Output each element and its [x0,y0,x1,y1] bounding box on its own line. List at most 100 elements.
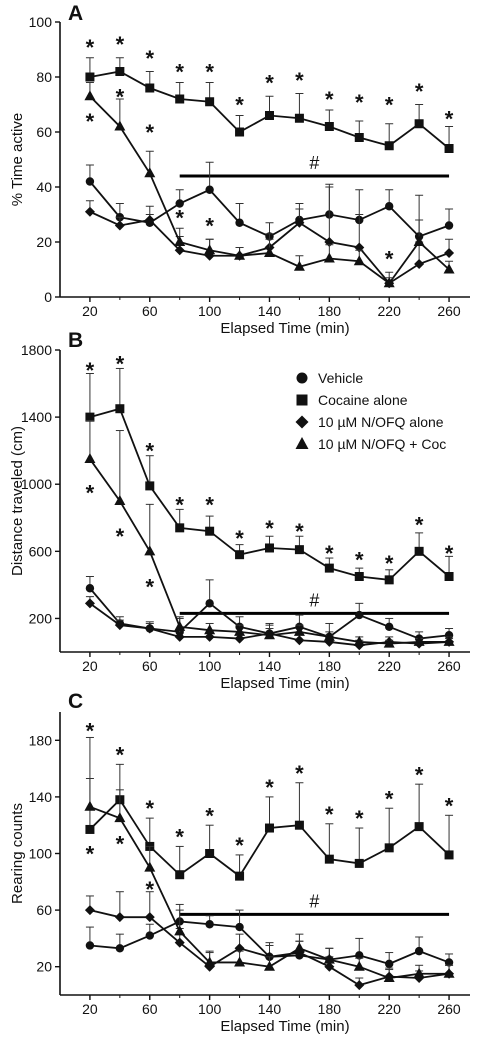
y-tick-label: 1000 [21,476,52,492]
significance-asterisk: * [86,481,95,506]
data-point-diamond [294,635,305,646]
data-point-diamond [144,215,155,225]
y-tick-label: 1400 [21,409,52,425]
data-point-square [414,546,424,556]
x-tick-label: 180 [318,658,342,674]
data-point-triangle [383,277,395,288]
x-tick-label: 20 [82,1001,98,1017]
significance-asterisk: * [325,541,334,566]
y-axis-label: Rearing counts [9,803,26,904]
data-point-diamond [444,248,455,258]
data-point-square [205,97,215,107]
x-tick-label: 140 [258,303,282,319]
y-axis-label: % Time active [9,113,26,206]
significance-asterisk: * [445,106,454,131]
data-point-circle [444,221,454,230]
significance-asterisk: * [205,60,214,85]
significance-asterisk: * [355,548,364,573]
data-point-triangle [204,624,216,635]
x-tick-label: 220 [378,658,402,674]
data-point-triangle [263,960,275,971]
x-tick-label: 140 [258,1001,282,1017]
data-point-diamond [324,961,335,972]
data-point-square [324,563,334,573]
data-point-square [145,83,155,93]
data-point-square [205,849,215,858]
data-point-diamond [174,631,185,642]
data-point-square [414,822,424,832]
data-point-square [324,122,334,131]
panel-label: A [68,2,83,25]
data-point-triangle [144,167,156,178]
significance-asterisk: * [415,762,424,787]
data-point-triangle [84,90,96,101]
significance-asterisk: * [86,35,95,60]
data-point-square [264,823,274,833]
data-point-triangle [204,956,216,967]
legend-marker-diamond [295,415,309,429]
y-tick-label: 0 [44,289,52,305]
data-point-square [85,824,95,834]
data-point-square [115,404,125,414]
significance-asterisk: * [145,439,154,464]
data-point-circle [235,922,244,932]
series-circle [85,903,454,969]
significance-asterisk: * [235,833,244,858]
x-tick-label: 60 [142,303,158,319]
data-point-circle [384,959,394,969]
x-tick-label: 100 [198,1001,222,1017]
significance-asterisk: * [175,205,184,230]
series-diamond [84,186,455,289]
y-tick-label: 180 [29,732,53,748]
data-point-square [354,572,364,581]
significance-asterisk: * [415,79,424,104]
significance-asterisk: * [86,358,95,383]
data-point-circle [85,177,95,186]
x-tick-label: 100 [198,658,222,674]
y-tick-label: 20 [36,959,52,975]
x-tick-label: 180 [318,303,342,319]
data-point-square [264,543,274,553]
data-point-square [294,545,304,555]
data-point-square [444,144,454,153]
data-point-diamond [414,259,425,269]
legend-marker-square [296,394,308,406]
data-point-triangle [323,630,335,641]
x-tick-label: 20 [82,303,98,319]
data-point-square [205,526,215,536]
data-point-circle [205,599,214,608]
data-point-triangle [144,861,156,872]
panel-label: C [68,690,83,713]
significance-asterisk: * [116,351,125,376]
significance-asterisk: * [235,93,244,118]
data-point-square [235,550,245,560]
data-point-triangle [443,263,455,274]
significance-asterisk: * [205,803,214,828]
series-diamond [84,891,455,991]
data-point-triangle [204,244,216,255]
data-point-triangle [383,972,395,983]
data-point-diamond [84,206,95,217]
data-point-square [294,113,304,123]
significance-asterisk: * [445,541,454,566]
legend-label: Vehicle [318,370,363,386]
series-triangle [84,419,455,648]
panel-b: B 20 60 100 140 180 220 260 200 600 1000 1400 1800 El… [9,329,470,692]
data-point-square [175,523,185,533]
data-point-triangle [234,956,246,967]
x-tick-label: 220 [378,303,402,319]
data-point-triangle [443,635,455,646]
x-tick-label: 60 [142,1001,158,1017]
significance-asterisk: * [355,90,364,115]
data-point-square [235,871,245,881]
data-point-circle [444,958,454,967]
data-point-square [384,141,394,151]
data-point-diamond [84,905,95,916]
significance-asterisk: * [205,492,214,517]
significance-asterisk: * [145,877,154,902]
data-point-circle [355,951,364,960]
data-point-square [264,111,274,120]
legend-marker-triangle [295,437,309,449]
significance-asterisk: * [175,60,184,85]
